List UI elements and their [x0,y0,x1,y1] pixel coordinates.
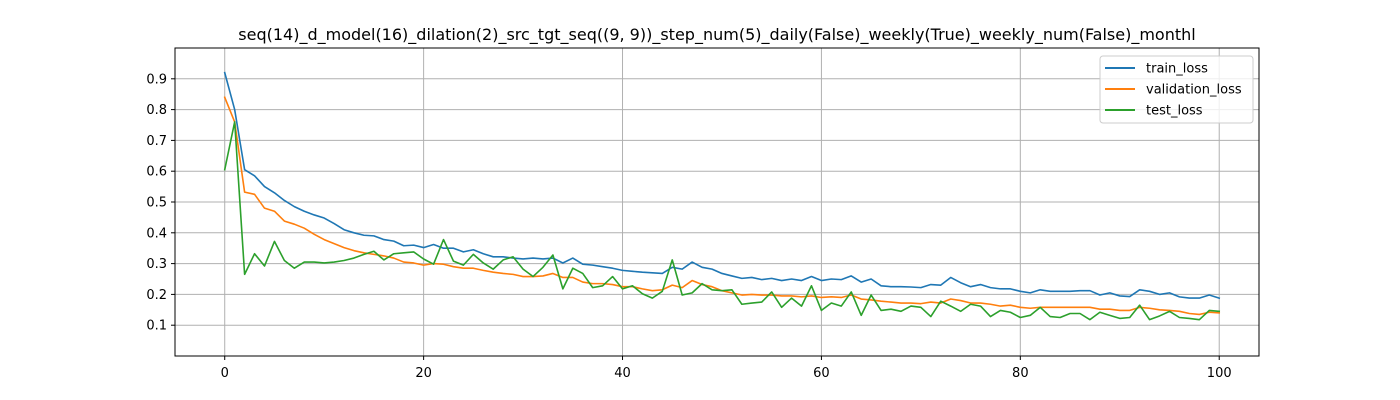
y-tick-label: 0.4 [146,226,167,241]
legend-box [1099,55,1254,124]
x-axis: 0 20 40 60 80 100 [221,356,1232,381]
legend-label-train-loss: train_loss [1146,62,1208,77]
y-tick-label: 0.5 [146,196,167,211]
series-line-train-loss [223,71,1221,300]
x-tick-label: 100 [1207,366,1232,381]
legend-label-validation-loss: validation_loss [1146,83,1242,98]
series-line-test-loss [223,121,1221,321]
x-tick-label: 40 [614,366,631,381]
series-lines [223,71,1221,321]
y-tick-label: 0.2 [146,288,167,303]
x-tick-label: 80 [1012,366,1029,381]
legend-label-test-loss: test_loss [1146,104,1203,119]
y-tick-label: 0.8 [146,103,167,118]
chart-title: seq(14)_d_model(16)_dilation(2)_src_tgt_… [238,25,1195,45]
y-axis: 0.1 0.2 0.3 0.4 0.5 0.6 0.7 0.8 0.9 [146,72,175,334]
y-tick-label: 0.6 [146,165,167,180]
y-tick-label: 0.9 [146,72,167,87]
x-tick-label: 0 [221,366,229,381]
series-line-validation-loss [223,96,1221,316]
legend: train_loss validation_loss test_loss [1099,55,1254,124]
grid [175,48,1259,356]
x-tick-label: 20 [415,366,432,381]
y-tick-label: 0.7 [146,134,167,149]
x-tick-label: 60 [813,366,830,381]
y-tick-label: 0.3 [146,257,167,272]
y-tick-label: 0.1 [146,319,167,334]
